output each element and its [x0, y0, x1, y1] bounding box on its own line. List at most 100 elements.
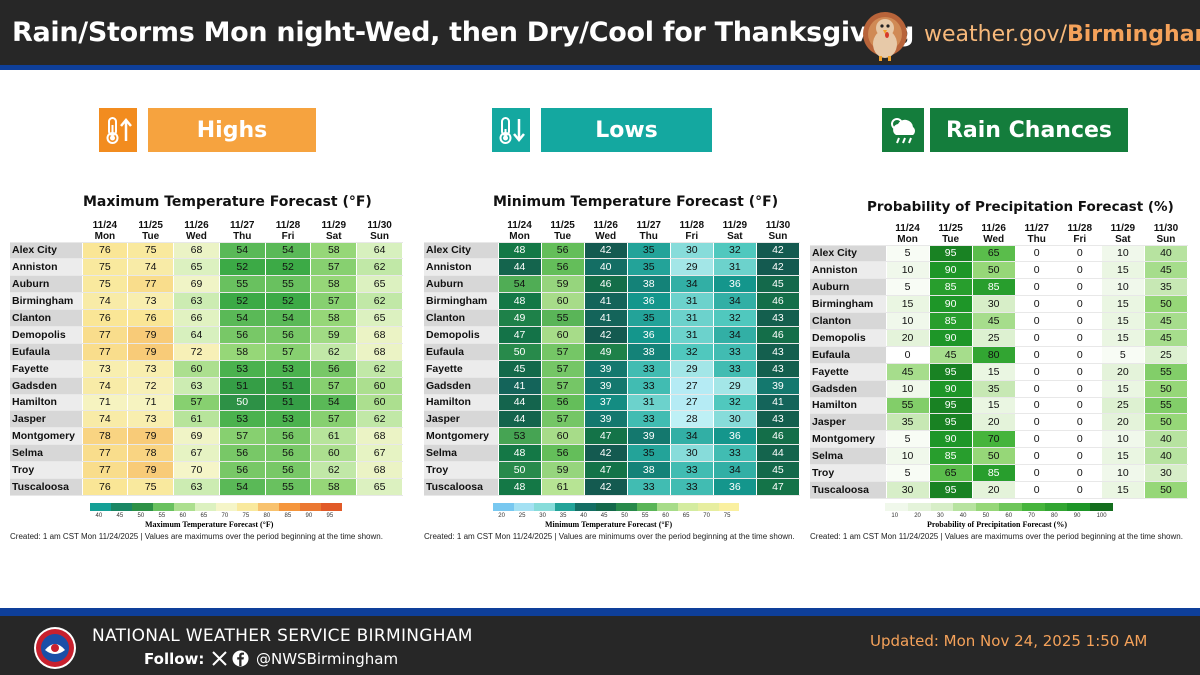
value-cell: 40 [1144, 430, 1189, 449]
colorbar-tick: 65 [200, 513, 208, 519]
value-cell: 62 [356, 360, 403, 378]
table-row: Hamilton 55 95 15 0 0 25 55 [810, 397, 1189, 415]
value-cell: 53 [219, 410, 266, 429]
colorbar-tick: 45 [116, 513, 124, 519]
colorbar-tick: 35 [559, 513, 567, 519]
city-label: Alex City [10, 242, 83, 260]
value-cell: 32 [713, 394, 757, 412]
value-cell: 71 [82, 394, 129, 412]
colorbar-swatch [237, 503, 258, 511]
colorbar-tick: 70 [703, 513, 710, 519]
city-label: Selma [424, 444, 499, 463]
colorbar-tick: 10 [891, 513, 899, 519]
highs-label: Highs [148, 108, 316, 152]
value-cell: 0 [1058, 464, 1102, 482]
colorbar-tick: 60 [1005, 513, 1013, 519]
day-label: Tue [554, 230, 572, 242]
value-cell: 10 [1101, 278, 1145, 297]
value-cell: 78 [82, 427, 129, 446]
value-cell: 0 [1015, 261, 1059, 280]
value-cell: 85 [972, 464, 1016, 482]
value-cell: 0 [1015, 464, 1059, 482]
table-row: Jasper 44 57 39 33 28 30 43 [424, 410, 801, 429]
value-cell: 10 [886, 447, 930, 466]
value-cell: 28 [670, 410, 714, 429]
value-cell: 0 [886, 346, 930, 364]
colorbar-swatch [677, 503, 698, 511]
value-cell: 39 [584, 377, 628, 395]
colorbar-swatch [718, 503, 739, 511]
value-cell: 60 [356, 377, 403, 395]
value-cell: 45 [1144, 312, 1189, 330]
value-cell: 30 [886, 481, 930, 499]
date-label: 11/26 [184, 219, 209, 231]
value-cell: 10 [1101, 464, 1145, 482]
colorbar-swatch [595, 503, 616, 511]
day-header: 11/30 Sun [756, 212, 801, 243]
colorbar-swatch [513, 503, 534, 511]
value-cell: 43 [756, 309, 801, 327]
pop-note: Created: 1 am CST Mon 11/24/2025 | Value… [810, 532, 1183, 541]
value-cell: 30 [972, 295, 1016, 314]
value-cell: 53 [265, 410, 312, 429]
table-row: Selma 10 85 50 0 0 15 40 [810, 447, 1189, 466]
table-row: Fayette 45 57 39 33 29 33 43 [424, 360, 801, 378]
value-cell: 77 [82, 461, 129, 479]
city-label: Eufaula [10, 343, 83, 361]
value-cell: 45 [498, 360, 542, 378]
value-cell: 74 [82, 377, 129, 395]
value-cell: 44 [756, 444, 801, 463]
day-header: 11/28 Fri [670, 212, 714, 243]
value-cell: 0 [1015, 312, 1059, 330]
value-cell: 68 [356, 343, 403, 361]
colorbar-swatch [1090, 503, 1113, 511]
value-cell: 44 [498, 394, 542, 412]
value-cell: 55 [541, 309, 585, 327]
date-label: 11/25 [550, 219, 575, 231]
colorbar-tick: 25 [518, 513, 526, 519]
city-label: Jasper [424, 410, 499, 429]
value-cell: 15 [1101, 295, 1145, 314]
value-cell: 95 [929, 363, 973, 381]
value-cell: 44 [498, 410, 542, 429]
table-row: Auburn 54 59 46 38 34 36 45 [424, 275, 801, 294]
value-cell: 76 [82, 309, 129, 327]
colorbar-swatch [907, 503, 931, 511]
website-link[interactable]: weather.gov/Birmingham [924, 22, 1200, 47]
value-cell: 43 [756, 343, 801, 361]
table-row: Eufaula 50 57 49 38 32 33 43 [424, 343, 801, 361]
value-cell: 57 [310, 258, 358, 277]
x-logo-icon[interactable] [211, 650, 228, 667]
value-cell: 64 [356, 242, 403, 260]
city-label: Montgomery [10, 427, 83, 446]
value-cell: 58 [310, 309, 358, 327]
value-cell: 15 [886, 295, 930, 314]
city-label: Hamilton [424, 394, 499, 412]
value-cell: 41 [584, 309, 628, 327]
value-cell: 77 [82, 343, 129, 361]
table-row: Tuscaloosa 30 95 20 0 0 15 50 [810, 481, 1189, 499]
value-cell: 95 [929, 481, 973, 499]
value-cell: 65 [356, 275, 403, 294]
social-handle[interactable]: @NWSBirmingham [256, 650, 399, 668]
corner-cell [424, 212, 499, 243]
value-cell: 0 [1015, 481, 1059, 499]
value-cell: 47 [498, 326, 542, 344]
value-cell: 15 [1101, 329, 1145, 347]
table-row: Gadsden 10 90 35 0 0 15 50 [810, 380, 1189, 398]
value-cell: 65 [929, 464, 973, 482]
value-cell: 33 [713, 343, 757, 361]
value-cell: 65 [356, 309, 403, 327]
city-label: Tuscaloosa [10, 478, 83, 496]
value-cell: 74 [127, 258, 175, 277]
value-cell: 33 [627, 478, 671, 496]
facebook-icon[interactable] [232, 650, 249, 667]
value-cell: 54 [265, 242, 312, 260]
value-cell: 40 [1144, 447, 1189, 466]
value-cell: 72 [127, 377, 175, 395]
colorbar-swatch [698, 503, 719, 511]
day-label: Mon [897, 233, 918, 245]
colorbar-swatch [216, 503, 237, 511]
value-cell: 41 [584, 292, 628, 311]
value-cell: 57 [265, 343, 312, 361]
